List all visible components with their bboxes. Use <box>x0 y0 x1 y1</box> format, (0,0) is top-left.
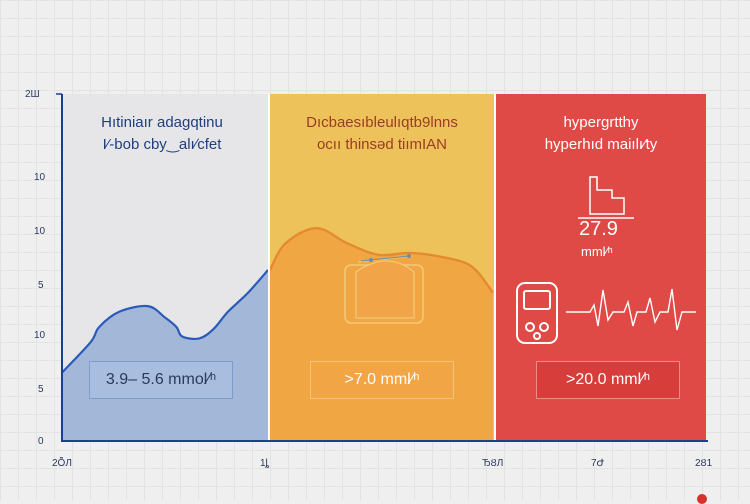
x-tick-label: 7Ժ <box>591 458 605 469</box>
panel-normal-title-line: Hıtiniaır adagqtinu <box>101 114 223 131</box>
hyper-reading-value: 27.9 <box>579 218 618 240</box>
y-tick-label: 10 <box>34 226 46 237</box>
heartbeat-line-icon <box>566 288 696 331</box>
hyper-range-box: >20.0 mml⁄ʰ <box>536 361 680 399</box>
panel-diabetes-title-line: Dıcbaesıbleulıqtb9lnns <box>306 114 458 131</box>
hyper-range-label: >20.0 mml⁄ʰ <box>566 371 650 388</box>
hyper-reading-unit: mml⁄ʰ <box>581 244 613 259</box>
x-tick-label: 2Ȣ1 <box>695 458 713 469</box>
x-tick-label: 1ȴ <box>260 458 270 469</box>
panel-hyper-title: hypergrtthy hyperhıd maiılı⁄ty <box>496 112 706 156</box>
blood-glucose-meter-icon <box>344 254 424 324</box>
diabetes-range-box: >7.0 mml⁄ʰ <box>310 361 454 399</box>
panel-diabetes-title: Dıcbaesıbleulıqtb9lnns ocıı thinsəd tiım… <box>277 112 487 156</box>
y-tick-label: 0 <box>38 436 44 447</box>
y-tick-label: 10 <box>34 330 46 341</box>
glucose-meter-icon <box>516 282 558 344</box>
panel-hyper-title-line: hyperhıd maiılı⁄ty <box>544 136 658 153</box>
normal-range-label: 3.9– 5.6 mmol⁄ʰ <box>105 371 217 388</box>
x-tick-label: 2ȬЛ <box>52 458 72 469</box>
diabetes-glucose-line <box>268 226 494 294</box>
panel-diabetes-title-line: ocıı thinsəd tiımIAN <box>316 136 448 153</box>
y-tick-label: 2Ш <box>25 89 40 100</box>
y-tick-label: 5 <box>38 384 44 395</box>
x-tick-label: ЂȢЛ <box>482 458 504 469</box>
thermometer-icon <box>578 176 634 219</box>
y-tick-label: 10 <box>34 172 46 183</box>
normal-glucose-line <box>61 269 269 374</box>
indicator-dot <box>697 494 707 504</box>
y-tick-label: 5 <box>38 280 44 291</box>
panel-hyper-title-line: hypergrtthy <box>563 114 639 131</box>
panel-normal-title: Hıtiniaır adagqtinu I⁄-bob cby‿alı∕cfet <box>57 112 267 156</box>
diabetes-range-label: >7.0 mml⁄ʰ <box>344 371 420 388</box>
panel-normal-title-line: I⁄-bob cby‿alı∕cfet <box>102 136 222 153</box>
normal-range-box: 3.9– 5.6 mmol⁄ʰ <box>89 361 233 399</box>
